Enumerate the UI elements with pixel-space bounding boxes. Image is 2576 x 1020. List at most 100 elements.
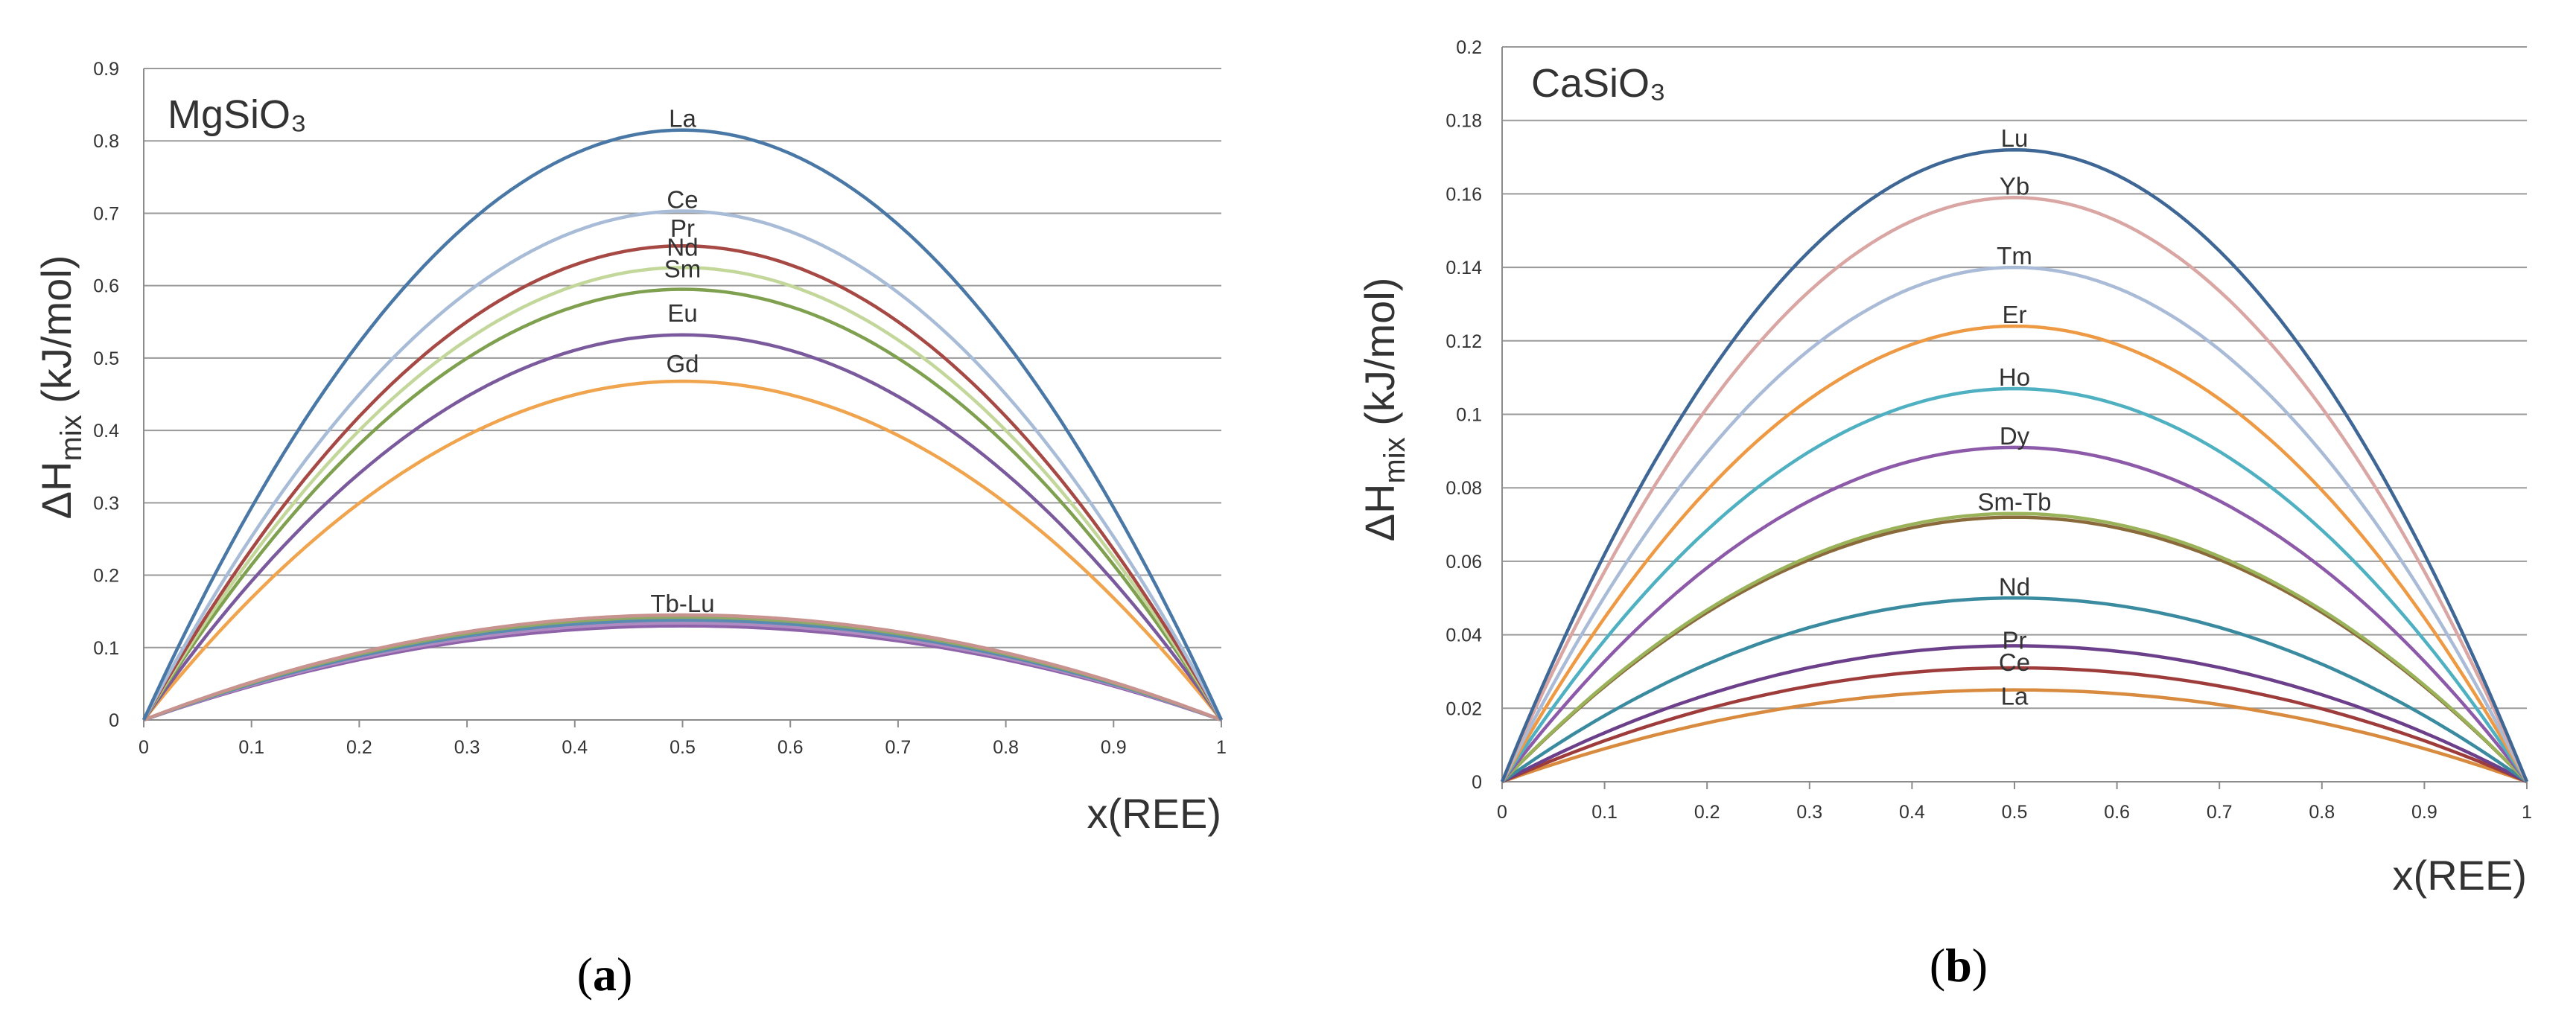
x-axis-label: x(REE) — [2393, 852, 2527, 899]
series-label-nd: Nd — [667, 233, 698, 261]
y-axis-label-main: ΔH — [33, 462, 80, 520]
x-tick-label: 0.5 — [2002, 802, 2028, 823]
y-tick-label: 0.16 — [1446, 184, 1482, 205]
y-tick-label: 0 — [109, 710, 119, 731]
series-line-er — [1501, 324, 2528, 783]
y-axis-label: ΔHmix (kJ/mol) — [33, 255, 88, 520]
y-axis-label-units: (kJ/mol) — [1356, 278, 1403, 438]
x-tick-label: 0.5 — [670, 737, 696, 758]
y-tick-label: 0.18 — [1446, 111, 1482, 132]
y-tick-label: 0.8 — [93, 131, 119, 152]
y-axis-label-subscript: mix — [1378, 437, 1411, 483]
x-tick-label: 0.3 — [454, 737, 480, 758]
y-tick-label: 0.06 — [1446, 552, 1482, 573]
series-label-pr: Pr — [670, 214, 695, 242]
series-label-tm: Tm — [1997, 242, 2032, 270]
series-line-yb — [1500, 196, 2529, 782]
panel-b-caption-letter: b — [1945, 939, 1972, 992]
x-tick-label: 1 — [1216, 737, 1227, 758]
y-tick-label: 0.08 — [1446, 478, 1482, 499]
y-tick-label: 0.3 — [93, 493, 119, 514]
x-tick-label: 0.9 — [1101, 737, 1127, 758]
y-axis-label-units: (kJ/mol) — [33, 255, 80, 415]
series-line-gd — [142, 379, 1223, 721]
y-tick-label: 0.7 — [93, 203, 119, 224]
x-tick-label: 0.3 — [1796, 802, 1822, 823]
series-label-tb-lu: Tb-Lu — [650, 590, 714, 617]
x-tick-label: 0.2 — [1694, 802, 1720, 823]
series-line-tb-lu-2- — [143, 615, 1222, 722]
series-line-tb-lu-3- — [143, 618, 1222, 722]
panel-title: MgSiO₃ — [168, 92, 307, 137]
y-tick-label: 0.04 — [1446, 625, 1482, 646]
panel-a-caption-letter: a — [593, 948, 617, 1001]
series-label-sm: Sm — [664, 255, 702, 283]
series-label-sm-tb: Sm-Tb — [1978, 488, 2052, 516]
series-label-la: La — [2001, 683, 2029, 710]
series-label-yb: Yb — [2000, 172, 2029, 200]
series-line-nd — [142, 266, 1223, 721]
x-tick-label: 0.9 — [2411, 802, 2437, 823]
panel-title: CaSiO₃ — [1531, 61, 1666, 106]
series-line-sm — [142, 287, 1223, 721]
x-tick-label: 0.1 — [238, 737, 264, 758]
panel-b-chart: 0 0.02 0.04 0.06 0.08 0.1 0.12 0.14 0.16 0.18 0.2 0… — [1356, 37, 2532, 899]
y-tick-label: 0.2 — [1456, 37, 1482, 58]
series-line-tb-lu — [143, 613, 1222, 722]
panel-b-caption: (b) — [1930, 939, 1988, 992]
y-axis-label: ΔHmix (kJ/mol) — [1356, 278, 1411, 542]
panel-a-caption: (a) — [577, 948, 633, 1001]
series-label-nd: Nd — [1999, 573, 2030, 600]
y-tick-label: 0.14 — [1446, 258, 1482, 278]
y-tick-label: 0.6 — [93, 276, 119, 297]
series-label-er: Er — [2003, 301, 2027, 328]
x-tick-label: 0.2 — [346, 737, 372, 758]
series-label-lu: Lu — [2001, 124, 2029, 152]
series-label-ce: Ce — [1999, 648, 2030, 676]
y-tick-label: 0.9 — [93, 59, 119, 80]
series-line-la — [1501, 688, 2528, 784]
x-tick-label: 0.4 — [562, 737, 588, 758]
x-tick-label: 0.8 — [993, 737, 1019, 758]
x-tick-label: 1 — [2522, 802, 2532, 823]
series-label-pr: Pr — [2003, 626, 2027, 654]
series-label-eu: Eu — [667, 299, 697, 327]
series-line-pr — [142, 243, 1223, 721]
x-tick-label: 0.7 — [2207, 802, 2233, 823]
series-line-nd — [1501, 596, 2528, 783]
x-tick-label: 0 — [1497, 802, 1507, 823]
x-tick-label: 0.8 — [2309, 802, 2335, 823]
y-tick-label: 0.1 — [1456, 405, 1482, 426]
x-tick-label: 0.6 — [777, 737, 804, 758]
y-tick-label: 0.02 — [1446, 698, 1482, 719]
series-line-ho — [1501, 386, 2528, 783]
y-tick-label: 0.12 — [1446, 331, 1482, 352]
series-line-pr — [1501, 644, 2528, 783]
series-label-ho: Ho — [1999, 363, 2030, 391]
y-axis-label-main: ΔH — [1356, 484, 1403, 542]
x-tick-label: 0.4 — [1899, 802, 1925, 823]
series-label-dy: Dy — [2000, 422, 2030, 450]
y-tick-label: 0.2 — [93, 566, 119, 587]
y-tick-label: 0.4 — [93, 421, 119, 442]
y-tick-label: 0.5 — [93, 348, 119, 369]
y-tick-label: 0.1 — [93, 638, 119, 659]
panel-a-chart: 0 0.1 0.2 0.3 0.4 0.5 0.6 0.7 0.8 0.9 0 0.1 0.2 0.3 0.… — [33, 59, 1227, 837]
series-line-ce — [142, 209, 1223, 721]
series-label-ce: Ce — [667, 186, 698, 214]
x-axis-label: x(REE) — [1087, 790, 1221, 837]
series-line-sm-tb-2- — [1501, 515, 2528, 783]
series-line-tm — [1500, 265, 2529, 783]
series-line-ce — [1501, 666, 2528, 784]
x-tick-label: 0 — [139, 737, 149, 758]
series-line-tb-lu-5- — [143, 624, 1222, 722]
series-label-la: La — [669, 105, 696, 133]
x-tick-label: 0.7 — [885, 737, 912, 758]
series-line-dy — [1501, 445, 2528, 783]
series-line-eu — [142, 333, 1223, 721]
y-axis-label-subscript: mix — [55, 415, 88, 461]
series-line-lu — [1500, 147, 2529, 782]
x-tick-label: 0.1 — [1591, 802, 1618, 823]
series-line-tb-lu-4- — [143, 621, 1222, 722]
